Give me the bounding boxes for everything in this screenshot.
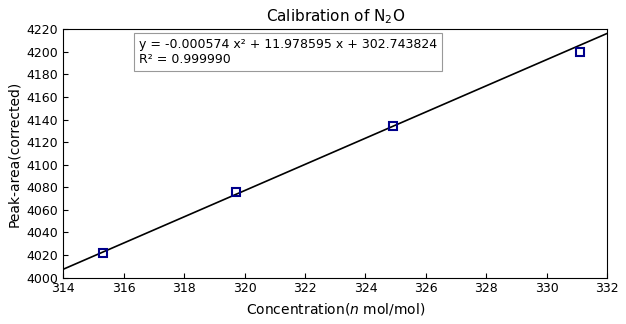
Text: y = -0.000574 x² + 11.978595 x + 302.743824
R² = 0.999990: y = -0.000574 x² + 11.978595 x + 302.743… (139, 38, 437, 66)
Y-axis label: Peak-area(corrected): Peak-area(corrected) (7, 80, 21, 226)
Title: Calibration of N$_2$O: Calibration of N$_2$O (265, 7, 405, 26)
X-axis label: Concentration($\it{n}$ mol/mol): Concentration($\it{n}$ mol/mol) (245, 301, 425, 317)
